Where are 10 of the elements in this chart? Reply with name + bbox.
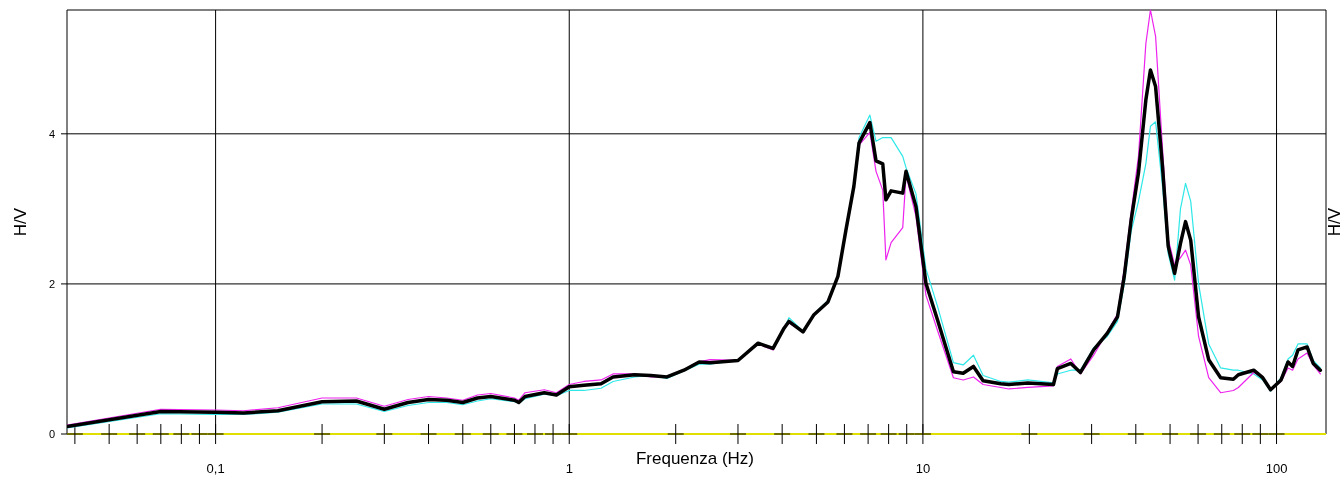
x-tick-label: 0,1	[206, 461, 225, 476]
x-axis-title: Frequenza (Hz)	[635, 449, 755, 468]
y-axis-title: H/V	[11, 207, 30, 237]
x-tick-label: 10	[915, 461, 931, 476]
x-tick-label: 100	[1265, 461, 1288, 476]
x-tick-label: 1	[565, 461, 573, 476]
y-tick-label: 2	[48, 277, 55, 290]
y-tick-label: 4	[48, 127, 55, 140]
y-tick-label: 0	[48, 428, 55, 440]
y2-axis-title: H/V	[1325, 207, 1344, 237]
